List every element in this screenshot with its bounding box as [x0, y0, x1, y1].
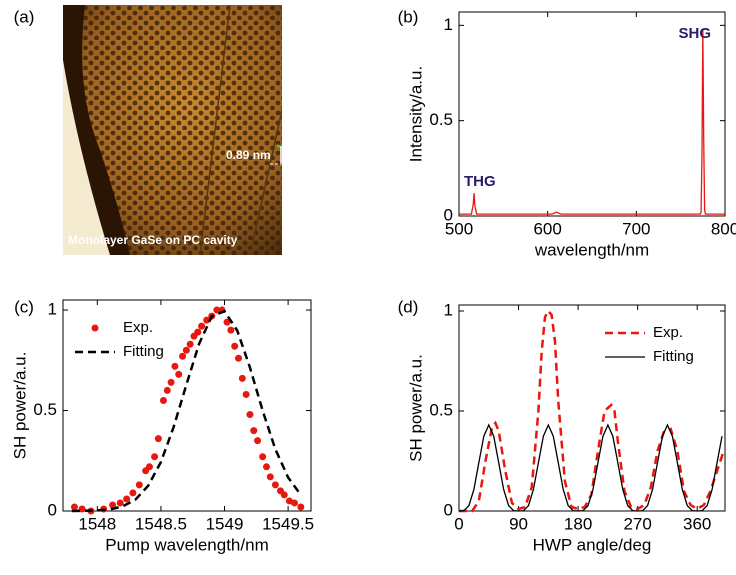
data-point [136, 481, 143, 488]
x-axis-label: HWP angle/deg [533, 535, 652, 554]
data-point [183, 347, 190, 354]
x-tick-label: 360 [683, 514, 711, 533]
data-point [175, 371, 182, 378]
data-point [151, 453, 158, 460]
y-tick-label: 1 [48, 300, 57, 319]
data-point [123, 495, 130, 502]
data-point [231, 343, 238, 350]
data-point [187, 341, 194, 348]
data-point [291, 499, 298, 506]
data-point [246, 411, 253, 418]
y-tick-label: 0.5 [429, 400, 453, 419]
x-tick-label: 1549.5 [262, 514, 314, 533]
y-axis-label: SH power/a.u. [406, 354, 425, 462]
panel-label: (b) [398, 7, 419, 26]
x-tick-label: 90 [509, 514, 528, 533]
figure: (a) 0.89 nm Monolayer GaSe on PC cavity (b)… [0, 0, 736, 570]
data-line [459, 311, 724, 511]
x-tick-label: 180 [564, 514, 592, 533]
annotation: THG [464, 173, 496, 190]
y-tick-label: 1 [444, 15, 453, 34]
y-tick-label: 0.5 [33, 400, 57, 419]
x-tick-label: 800 [711, 219, 736, 238]
y-tick-label: 0.5 [429, 110, 453, 129]
data-point [250, 427, 257, 434]
annotation: SHG [678, 25, 711, 42]
legend-label: Exp. [653, 324, 683, 341]
y-axis-label: Intensity/a.u. [406, 66, 425, 162]
y-tick-label: 1 [444, 300, 453, 319]
data-point [297, 503, 304, 510]
legend-label: Exp. [123, 319, 153, 336]
data-point [227, 327, 234, 334]
page: (a) 0.89 nm Monolayer GaSe on PC cavity (b)… [0, 0, 736, 575]
data-line [459, 29, 725, 214]
legend-label: Fitting [653, 348, 694, 365]
afm-image [63, 5, 328, 255]
data-point [171, 363, 178, 370]
data-point [263, 463, 270, 470]
annotation: 0.89 nm [226, 148, 271, 162]
data-point [160, 397, 167, 404]
panel-label: (d) [398, 297, 419, 316]
data-point [198, 323, 205, 330]
x-tick-label: 600 [533, 219, 561, 238]
data-point [168, 379, 175, 386]
legend-label: Fitting [123, 343, 164, 360]
data-point [254, 437, 261, 444]
y-tick-label: 0 [48, 500, 57, 519]
axes-frame [459, 12, 725, 216]
data-point [129, 489, 136, 496]
data-point [164, 387, 171, 394]
data-point [239, 375, 246, 382]
data-point [259, 453, 266, 460]
axes-frame [63, 300, 311, 511]
data-point [117, 499, 124, 506]
y-tick-label: 0 [444, 500, 453, 519]
data-point [235, 355, 242, 362]
data-point [272, 481, 279, 488]
x-tick-label: 700 [622, 219, 650, 238]
x-tick-label: 270 [623, 514, 651, 533]
x-tick-label: 1548 [78, 514, 116, 533]
data-point [146, 463, 153, 470]
x-tick-label: 1548.5 [135, 514, 187, 533]
x-tick-label: 0 [454, 514, 463, 533]
x-tick-label: 1549 [206, 514, 244, 533]
data-point [194, 329, 201, 336]
annotation: Monolayer GaSe on PC cavity [68, 233, 238, 247]
panel-label: (a) [14, 7, 35, 26]
data-point [281, 491, 288, 498]
axes-frame [459, 305, 725, 511]
legend-marker [92, 325, 99, 332]
data-point [71, 503, 78, 510]
data-point [267, 473, 274, 480]
panel-label: (c) [14, 297, 34, 316]
data-point [243, 391, 250, 398]
y-axis-label: SH power/a.u. [10, 352, 29, 460]
data-line [72, 311, 301, 511]
data-point [179, 353, 186, 360]
y-tick-label: 0 [444, 205, 453, 224]
data-point [155, 435, 162, 442]
data-line [459, 425, 722, 511]
x-axis-label: Pump wavelength/nm [105, 535, 268, 554]
x-axis-label: wavelength/nm [534, 240, 649, 259]
